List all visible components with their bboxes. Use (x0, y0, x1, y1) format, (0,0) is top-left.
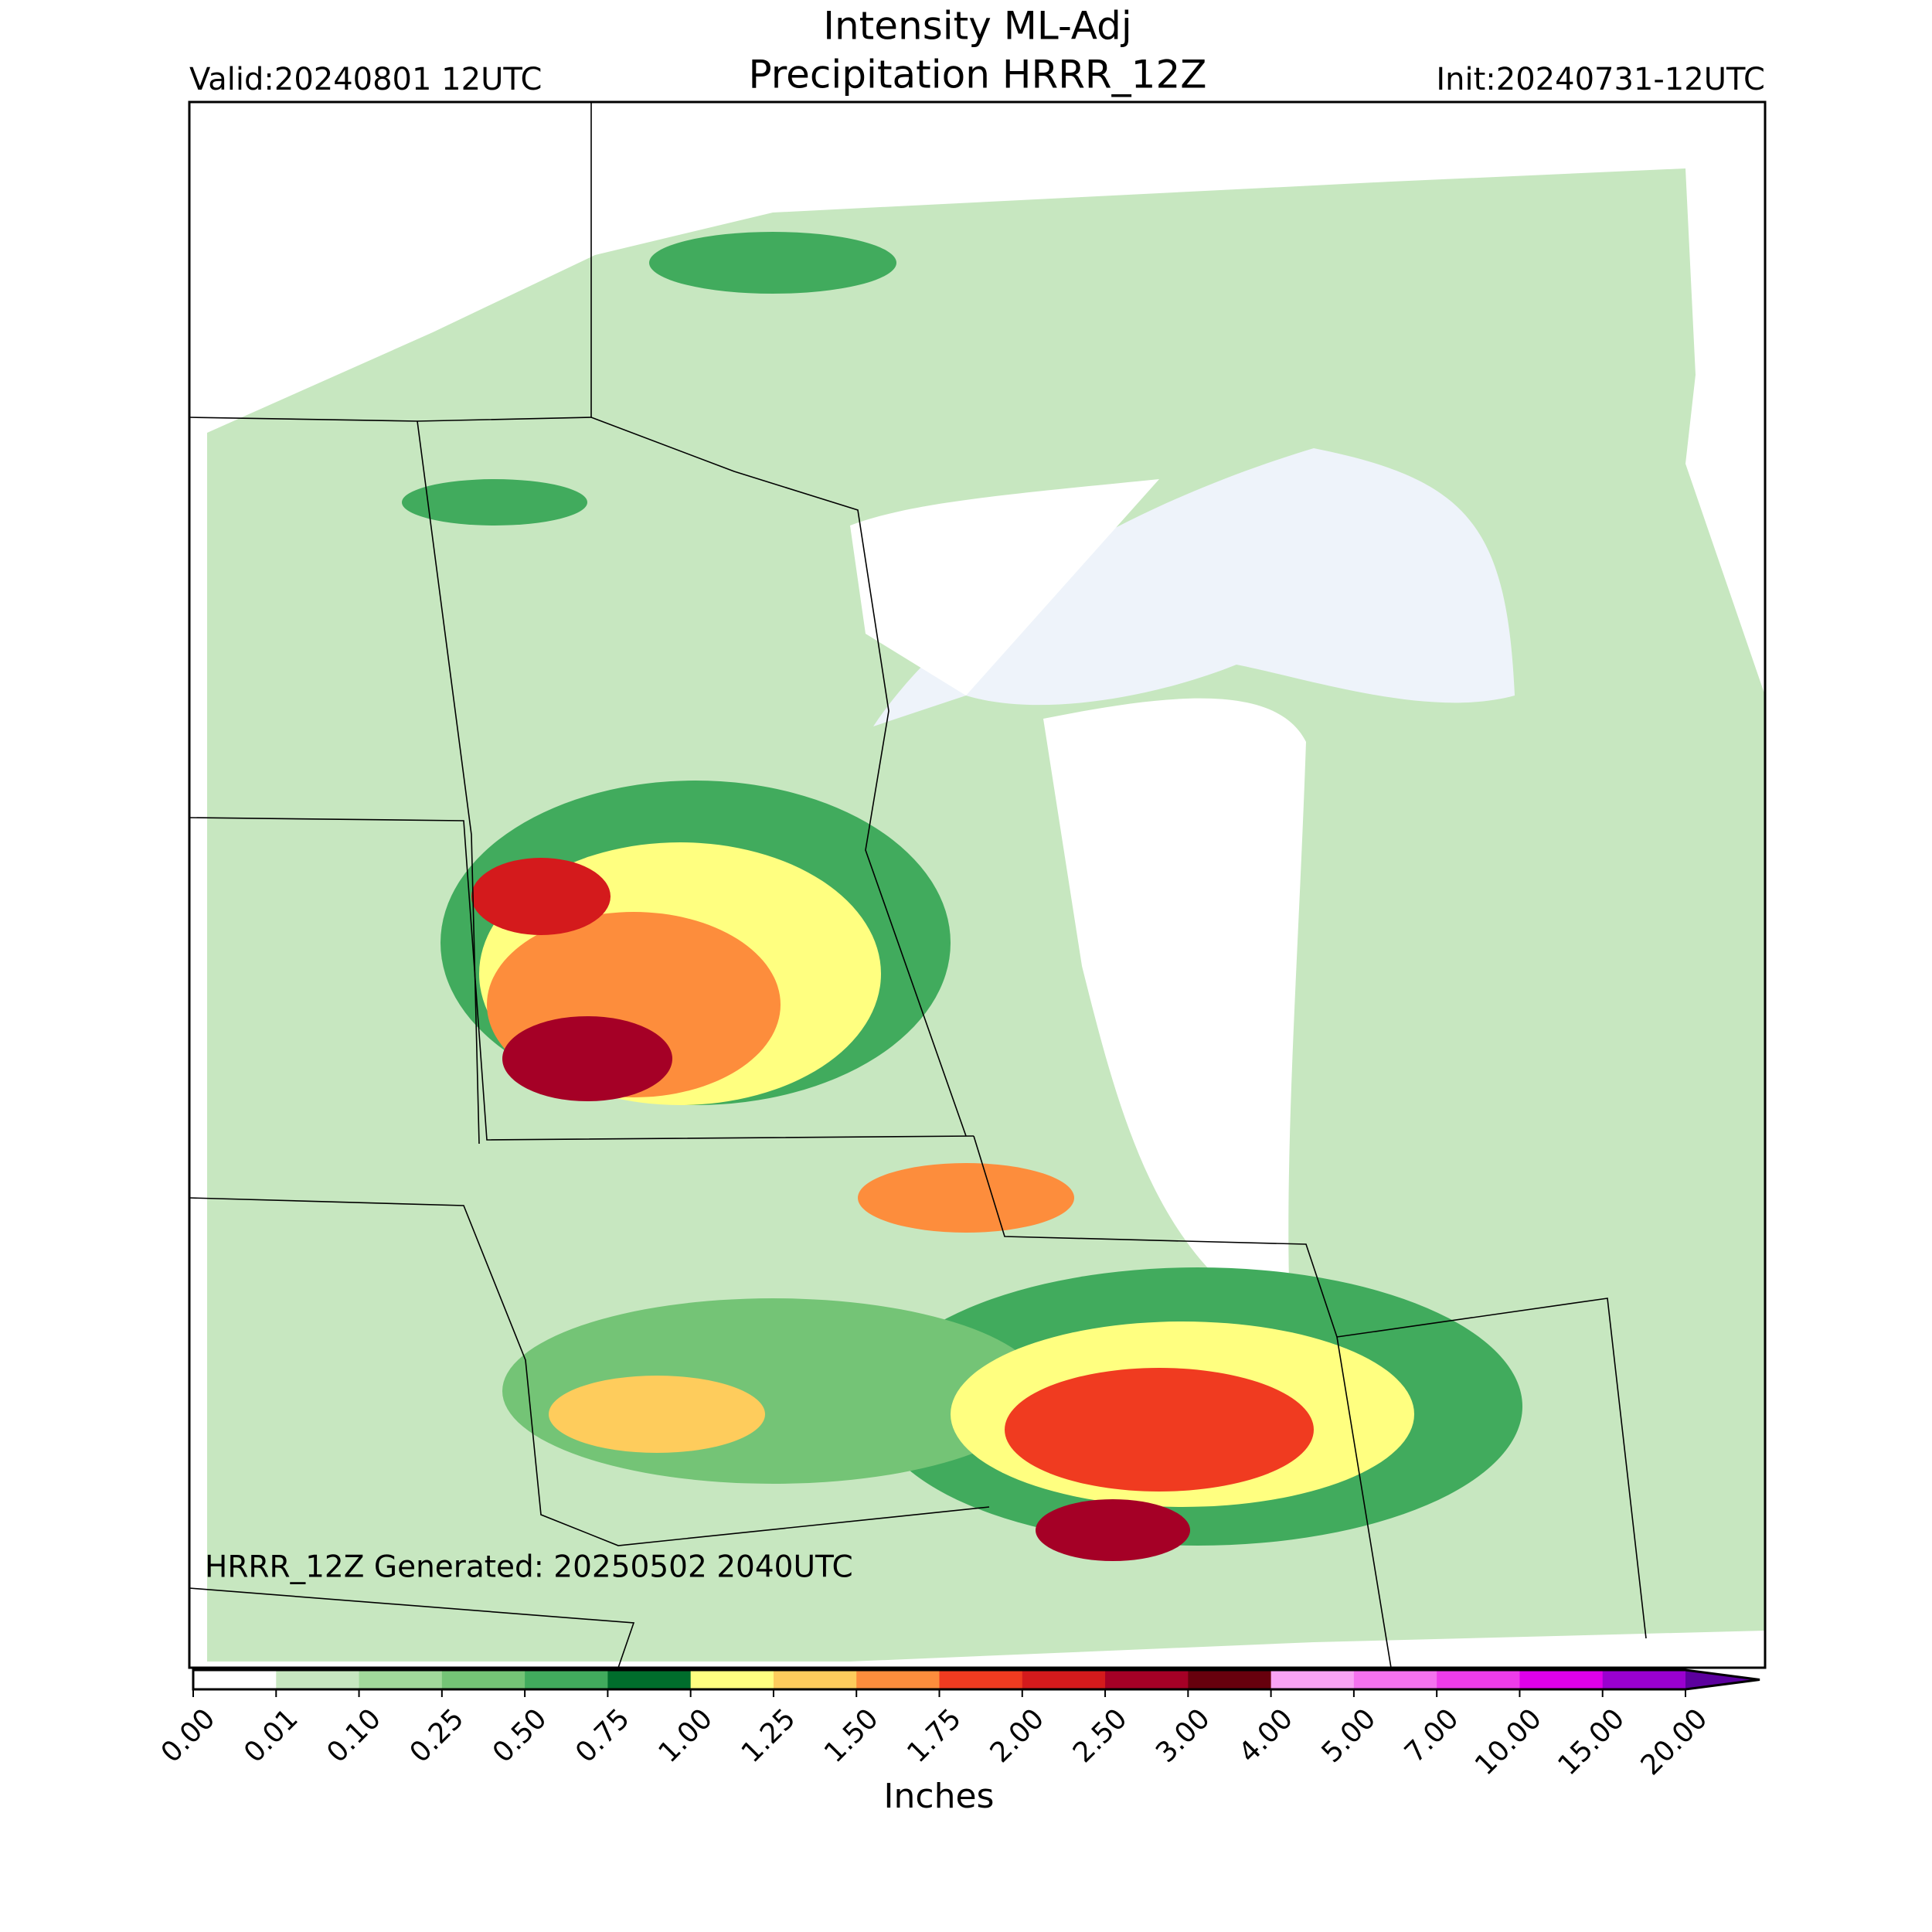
colorbar-bin (939, 1670, 1023, 1689)
colorbar-tick-label: 3.00 (1150, 1702, 1216, 1769)
colorbar-tick-label: 0.50 (487, 1702, 553, 1769)
colorbar-tick-label: 15.00 (1552, 1702, 1631, 1781)
colorbar-tick-label: 0.00 (155, 1702, 222, 1769)
subtitle: Precipitation HRRR_12Z (748, 53, 1206, 97)
colorbar-bin (1105, 1670, 1189, 1689)
land-white (850, 479, 1306, 1329)
colorbar-bin (1437, 1670, 1520, 1689)
colorbar-tick-label: 2.50 (1067, 1702, 1134, 1769)
precip-blobs (402, 232, 1522, 1561)
colorbar-tick-label: 1.75 (901, 1702, 968, 1769)
colorbar-bin (276, 1670, 360, 1689)
colorbar-bin (1519, 1670, 1604, 1689)
colorbar-bin (441, 1670, 526, 1689)
colorbar-label: Inches (884, 1777, 995, 1816)
colorbar-tick-label: 1.25 (736, 1702, 802, 1769)
init-time: Init:20240731-12UTC (1436, 62, 1765, 97)
colorbar-tick-label: 7.00 (1399, 1702, 1465, 1769)
colorbar-tick-label: 4.00 (1233, 1702, 1299, 1769)
map (188, 100, 1767, 1669)
colorbar-bin (690, 1670, 774, 1689)
state-borders (189, 102, 1647, 1668)
colorbar-bin (773, 1670, 857, 1689)
colorbar-tick-label: 0.01 (238, 1702, 304, 1769)
colorbar-bin (1022, 1670, 1106, 1689)
colorbar-tick-label: 10.00 (1469, 1702, 1548, 1781)
colorbar-tick-label: 2.00 (985, 1702, 1051, 1769)
colorbar-tick-label: 0.25 (404, 1702, 471, 1769)
colorbar-outline (192, 1668, 1760, 1691)
colorbar: 0.00 0.01 0.10 0.25 0.50 0.75 1.00 1.25 1.50 1.75… (155, 1668, 1760, 1781)
colorbar-tick-label: 1.00 (652, 1702, 719, 1769)
colorbar-tick-label: 0.75 (570, 1702, 636, 1769)
colorbar-bin (1353, 1670, 1437, 1689)
colorbar-tick-label: 0.10 (321, 1702, 387, 1769)
colorbar-tick-label: 5.00 (1316, 1702, 1383, 1769)
lake (873, 448, 1515, 726)
colorbar-bin (856, 1670, 940, 1689)
colorbar-bin (1602, 1670, 1686, 1689)
colorbar-bin (525, 1670, 608, 1689)
colorbar-tick-label: 20.00 (1635, 1702, 1714, 1781)
map-frame (188, 100, 1767, 1669)
generated-note: HRRR_12Z Generated: 20250502 2040UTC (205, 1550, 853, 1585)
colorbar-tick-label: 1.50 (818, 1702, 885, 1769)
colorbar-bin (193, 1670, 277, 1689)
colorbar-bin (359, 1670, 443, 1689)
valid-time: Valid:20240801 12UTC (189, 62, 542, 97)
colorbar-bin (1188, 1670, 1272, 1689)
title: Intensity ML-Adj (823, 4, 1132, 49)
colorbar-bin (607, 1670, 692, 1689)
colorbar-bin (1270, 1670, 1355, 1689)
colorbar-extension (1685, 1670, 1760, 1689)
